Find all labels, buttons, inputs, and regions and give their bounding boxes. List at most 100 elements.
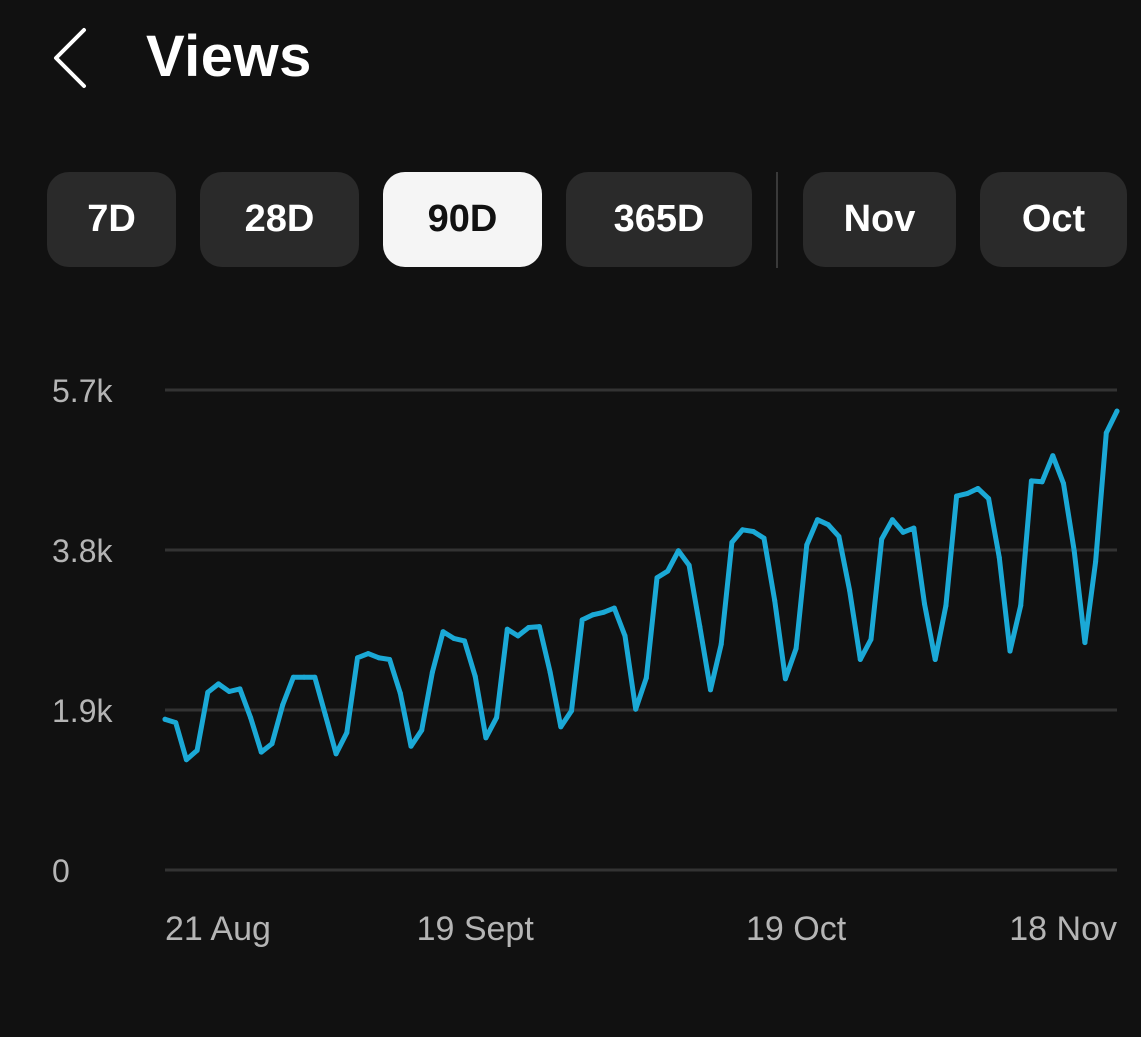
data-point — [440, 629, 446, 635]
data-point — [954, 493, 960, 499]
data-point — [301, 674, 307, 680]
range-chip-nov[interactable]: Nov — [803, 172, 956, 267]
data-point — [1103, 430, 1109, 436]
data-point — [269, 741, 275, 747]
data-point — [879, 536, 885, 542]
data-point — [601, 609, 607, 615]
data-point — [889, 517, 895, 523]
page-title: Views — [146, 24, 312, 89]
data-point — [740, 527, 746, 533]
data-point — [643, 675, 649, 681]
data-point — [654, 575, 660, 581]
data-point — [312, 674, 318, 680]
data-point — [1082, 640, 1088, 646]
data-point — [964, 491, 970, 497]
views-chart: 0 1.9k 3.8k 5.7k 21 Aug 19 Sept 19 Oct 18 Nov — [0, 340, 1141, 980]
data-point — [633, 706, 639, 712]
data-point — [922, 601, 927, 607]
data-point — [494, 715, 500, 721]
data-point — [429, 669, 435, 675]
data-point — [569, 708, 574, 714]
data-point — [782, 676, 788, 682]
data-point — [1039, 479, 1045, 485]
data-point — [815, 517, 820, 523]
data-point — [622, 633, 628, 639]
data-point — [761, 535, 767, 541]
data-point — [290, 674, 296, 680]
data-point — [718, 641, 724, 647]
x-tick-label: 19 Oct — [746, 910, 847, 948]
data-point — [1018, 603, 1024, 609]
data-point — [536, 624, 542, 630]
data-point — [280, 702, 286, 708]
x-tick-label: 21 Aug — [165, 910, 271, 948]
data-point — [1061, 481, 1066, 486]
range-chip-90d[interactable]: 90D — [383, 172, 542, 267]
data-point — [355, 655, 360, 661]
data-point — [825, 522, 831, 528]
data-point — [483, 735, 489, 741]
data-point — [590, 612, 596, 618]
data-point — [793, 646, 799, 651]
data-point — [237, 686, 243, 692]
data-point — [911, 525, 917, 531]
data-point — [322, 712, 328, 718]
data-point — [194, 747, 200, 753]
series-line-views — [162, 408, 1120, 763]
data-point — [708, 687, 713, 693]
data-point — [419, 727, 425, 733]
data-point — [515, 633, 521, 639]
x-tick-label: 19 Sept — [417, 910, 535, 948]
data-point — [173, 720, 179, 726]
data-point — [686, 562, 692, 568]
data-point — [857, 657, 863, 662]
data-point — [526, 625, 532, 630]
data-point — [996, 555, 1002, 561]
data-point — [665, 568, 671, 574]
data-point — [750, 529, 756, 534]
data-point — [868, 636, 874, 642]
data-point — [1007, 648, 1013, 654]
data-point — [932, 657, 938, 662]
data-point — [183, 757, 189, 763]
range-divider — [776, 172, 778, 268]
data-point — [1050, 453, 1056, 459]
grid-lines — [165, 388, 1117, 872]
range-chip-365d[interactable]: 365D — [566, 172, 752, 267]
data-point — [451, 635, 457, 641]
data-point — [376, 655, 382, 661]
data-point — [504, 626, 510, 632]
y-tick-label: 3.8k — [52, 533, 113, 569]
range-chip-7d[interactable]: 7D — [47, 172, 176, 267]
y-axis-labels: 0 1.9k 3.8k 5.7k — [52, 373, 113, 889]
header: Views — [0, 0, 1141, 120]
data-point — [258, 749, 264, 755]
data-point — [397, 690, 403, 696]
x-axis-labels: 21 Aug 19 Sept 19 Oct 18 Nov — [165, 910, 1117, 948]
data-point — [1093, 559, 1099, 565]
data-point — [226, 689, 232, 694]
range-selector: 7D 28D 90D 365D Nov Oct — [0, 172, 1141, 268]
data-point — [216, 681, 221, 687]
data-point — [1114, 408, 1120, 414]
data-point — [472, 673, 478, 679]
y-tick-label: 5.7k — [52, 373, 113, 409]
range-chip-28d[interactable]: 28D — [200, 172, 359, 267]
data-point — [547, 669, 553, 675]
range-chip-oct[interactable]: Oct — [980, 172, 1127, 267]
data-point — [847, 587, 853, 593]
data-point — [943, 603, 949, 609]
data-point — [462, 638, 467, 644]
data-point — [579, 617, 585, 623]
data-point — [162, 716, 168, 722]
data-point — [975, 486, 981, 491]
data-point — [408, 743, 414, 749]
data-point — [772, 598, 778, 603]
chart-svg: 0 1.9k 3.8k 5.7k 21 Aug 19 Sept 19 Oct 18 Nov — [52, 373, 1120, 948]
back-button[interactable] — [40, 20, 100, 96]
data-point — [558, 724, 564, 730]
data-point — [611, 605, 617, 611]
data-point — [986, 496, 992, 502]
data-point — [900, 529, 906, 535]
x-tick-label: 18 Nov — [1009, 910, 1117, 948]
